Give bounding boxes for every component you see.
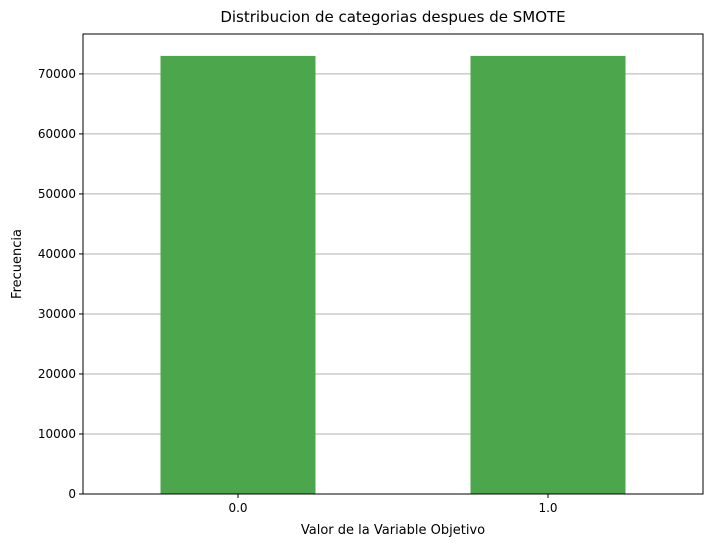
bars [160,55,626,495]
y-tick-label-5: 50000 [38,187,76,201]
y-tick-label-0: 0 [68,487,76,501]
y-axis-label: Frecuencia [10,229,25,299]
y-tick-label-2: 20000 [38,367,76,381]
x-tick-label-0: 0.0 [228,501,247,515]
x-tick-label-1: 1.0 [538,501,557,515]
y-tick-label-4: 40000 [38,247,76,261]
bar-0 [160,55,316,495]
x-axis-ticks: 0.0 1.0 [228,494,558,515]
chart-title: Distribucion de categorias despues de SM… [220,8,565,26]
plot-frame [82,33,704,495]
y-tick-label-3: 30000 [38,307,76,321]
y-tick-label-7: 70000 [38,67,76,81]
y-axis-ticks: 0 10000 20000 30000 40000 50000 60000 70000 [38,67,83,501]
y-tick-label-1: 10000 [38,427,76,441]
x-axis-label: Valor de la Variable Objetivo [301,523,485,538]
y-tick-label-6: 60000 [38,127,76,141]
bar-1 [470,55,626,495]
